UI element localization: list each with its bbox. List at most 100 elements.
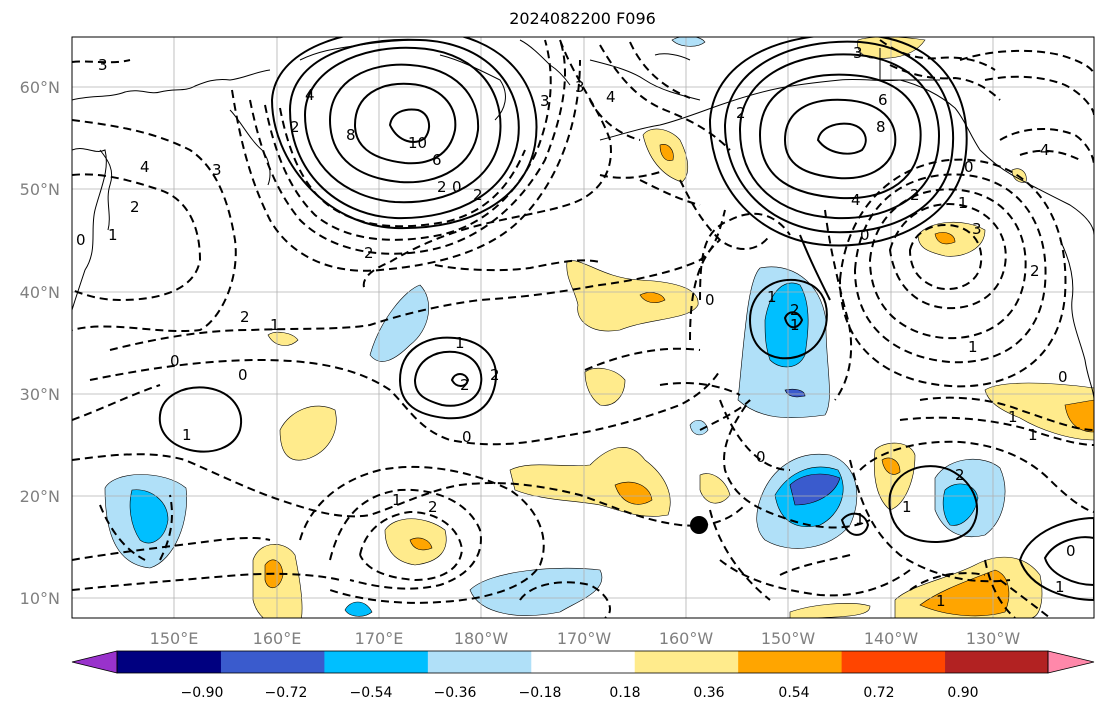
- contour-label: 0: [860, 226, 870, 244]
- contour-label: 0: [462, 428, 472, 446]
- colorbar-segment: [427, 651, 532, 673]
- colorbar-label: −0.18: [519, 685, 562, 701]
- contour-label: 2: [428, 498, 438, 516]
- contour-label: 4: [305, 86, 315, 104]
- contour-label: 1: [1008, 408, 1018, 426]
- contour-label: 2: [130, 198, 140, 216]
- colorbar-segment: [530, 651, 635, 673]
- contour-label: 3: [212, 161, 222, 179]
- contour-labels: 3 3 4 2 0 1 4 2 8 10 6 2 0 2 2 2 1 0 0 1…: [76, 44, 1076, 610]
- contour-label: 1: [1028, 426, 1038, 444]
- colorbar-segment: [117, 651, 221, 673]
- contour-label: 1: [1055, 578, 1065, 596]
- lat-label: 50°N: [20, 180, 60, 199]
- lon-label: 140°W: [864, 629, 919, 648]
- contour-label: 10: [408, 134, 427, 152]
- colorbar-extend-max: [1047, 650, 1095, 674]
- contour-label: 3: [575, 78, 585, 96]
- lat-label: 20°N: [20, 487, 60, 506]
- colorbar-segment: [323, 651, 428, 673]
- contour-label: 1: [392, 491, 402, 509]
- colorbar-label: 0.18: [609, 685, 640, 701]
- contour-label: 4: [1040, 141, 1050, 159]
- lat-label: 60°N: [20, 78, 60, 97]
- contour-label: 3: [98, 56, 108, 74]
- colorbar-label: −0.54: [350, 685, 393, 701]
- contour-label: 2: [473, 186, 483, 204]
- contour-label: 2: [460, 376, 470, 394]
- contour-label: 8: [346, 126, 356, 144]
- contour-label: 3: [540, 92, 550, 110]
- colorbar-label: 0.36: [693, 685, 724, 701]
- colorbar-label: −0.36: [434, 685, 477, 701]
- lon-label: 160°W: [659, 629, 714, 648]
- map-frame: [71, 36, 1095, 619]
- contour-label: 1: [455, 334, 465, 352]
- contour-label: 1: [902, 498, 912, 516]
- contour-label: 1: [767, 288, 777, 306]
- contour-label: 4: [606, 88, 616, 106]
- colorbar-segment: [737, 651, 842, 673]
- contour-label: 2: [790, 301, 800, 319]
- lon-label: 170°E: [355, 629, 404, 648]
- colorbar-segment: [944, 651, 1049, 673]
- map-title: 2024082200 F096: [509, 9, 656, 28]
- contour-label: 1: [182, 426, 192, 444]
- contour-label: 2: [290, 118, 300, 136]
- colorbar-extend-min: [71, 650, 118, 674]
- contour-label: 6: [878, 91, 888, 109]
- contour-label: 2: [955, 466, 965, 484]
- contour-label: 0: [756, 448, 766, 466]
- colorbar-label: −0.90: [181, 685, 224, 701]
- contour-label: 0: [705, 291, 715, 309]
- colorbar-label: 0.72: [863, 685, 894, 701]
- contour-label: 0: [238, 366, 248, 384]
- contour-label: 2: [736, 104, 746, 122]
- colorbar-segment: [220, 651, 325, 673]
- contour-lines: [158, 37, 1094, 602]
- contour-label: 4: [140, 158, 150, 176]
- contour-lines-dashed: [72, 39, 1094, 618]
- contour-label: 4: [851, 191, 861, 209]
- contour-label: 2: [437, 178, 447, 196]
- contour-label: 1: [958, 194, 968, 212]
- colorbar-label: 0.90: [947, 685, 978, 701]
- lon-label: 130°W: [966, 629, 1021, 648]
- contour-label: 0: [452, 178, 462, 196]
- lat-label: 10°N: [20, 589, 60, 608]
- latitude-labels: 60°N 50°N 40°N 30°N 20°N 10°N: [20, 78, 60, 608]
- contour-label: 1: [968, 338, 978, 356]
- colorbar-labels: −0.90 −0.72 −0.54 −0.36 −0.18 0.18 0.36 …: [181, 685, 979, 701]
- map-background: [72, 37, 1094, 618]
- lon-label: 160°E: [253, 629, 302, 648]
- contour-label: 0: [964, 158, 974, 176]
- contour-label: 1: [108, 226, 118, 244]
- lon-label: 170°W: [557, 629, 612, 648]
- colorbar-frame: [116, 650, 1049, 674]
- contour-label: 2: [364, 244, 374, 262]
- lon-label: 150°E: [150, 629, 199, 648]
- contour-label: 1: [790, 316, 800, 334]
- colorbar: [71, 650, 1095, 674]
- lon-label: 180°W: [454, 629, 509, 648]
- contour-label: 2: [1030, 262, 1040, 280]
- contour-label: 3: [972, 220, 982, 238]
- longitude-labels: 150°E 160°E 170°E 180°W 170°W 160°W 150°…: [150, 629, 1021, 648]
- contour-label: 0: [1066, 542, 1076, 560]
- contour-label: 0: [170, 352, 180, 370]
- contour-label: 1: [855, 510, 865, 528]
- contour-label: 2: [240, 308, 250, 326]
- contour-label: 0: [76, 231, 86, 249]
- contour-label: 8: [876, 118, 886, 136]
- contour-label: 2: [910, 186, 920, 204]
- contour-label: 1: [936, 592, 946, 610]
- colorbar-label: 0.54: [778, 685, 809, 701]
- storm-marker: [690, 516, 708, 534]
- contour-label: 0: [1058, 368, 1068, 386]
- lon-label: 150°W: [761, 629, 816, 648]
- colorbar-label: −0.72: [265, 685, 308, 701]
- lat-label: 40°N: [20, 283, 60, 302]
- colorbar-segment: [634, 651, 739, 673]
- colorbar-segment: [841, 651, 946, 673]
